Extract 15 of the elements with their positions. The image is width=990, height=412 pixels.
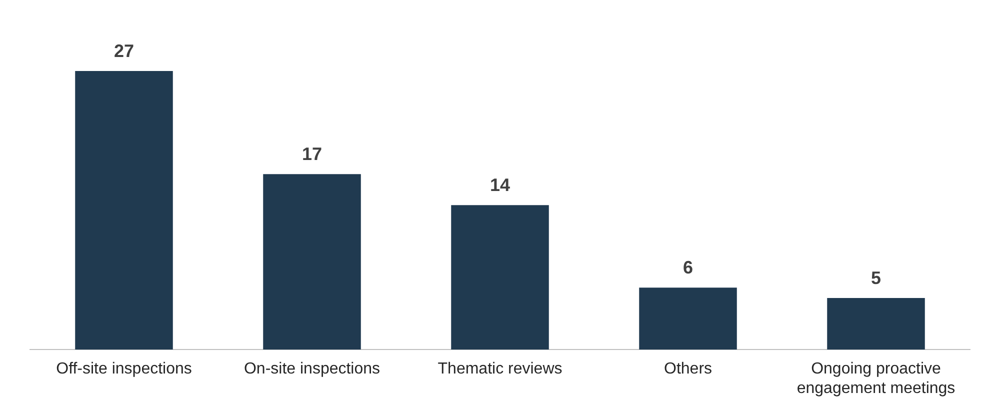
data-label: 14 (490, 175, 510, 196)
bar (639, 288, 737, 350)
bar (827, 298, 925, 350)
data-label: 27 (114, 40, 134, 61)
x-tick-label: Others (664, 360, 712, 378)
data-label: 6 (682, 258, 694, 278)
x-tick-label: Off-site inspections (56, 360, 192, 378)
data-label: 5 (870, 268, 882, 288)
x-tick-label: On-site inspections (244, 360, 380, 378)
x-tick-label: Thematic reviews (438, 360, 562, 378)
x-tick-label: Ongoing proactive engagement meetings (796, 360, 956, 397)
bar (75, 70, 173, 350)
bar (451, 205, 549, 350)
bar (263, 174, 361, 350)
data-label: 17 (302, 144, 322, 164)
